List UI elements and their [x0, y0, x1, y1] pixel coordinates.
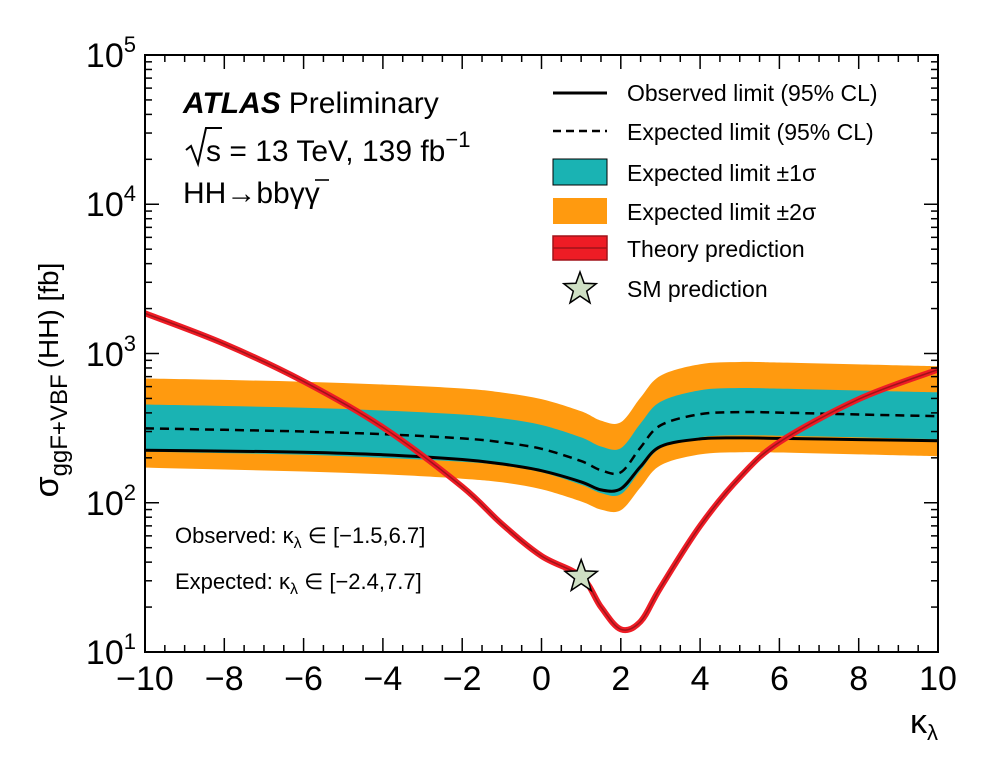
- legend-sm-label: SM prediction: [627, 276, 768, 302]
- observed-range-label: Observed: κλ ∈ [−1.5,6.7]: [175, 523, 425, 552]
- y-tick-label: 102: [86, 480, 136, 523]
- axis-ticks: [144, 54, 939, 653]
- x-tick-label: 2: [611, 660, 630, 698]
- atlas-label: ATLAS Preliminary: [182, 87, 439, 120]
- y-tick-label: 103: [86, 331, 136, 374]
- x-tick-label: 0: [532, 660, 551, 698]
- y-tick-label: 101: [86, 629, 136, 672]
- x-tick-label: −4: [364, 660, 403, 698]
- x-axis-title: κλ: [910, 703, 938, 745]
- expected-limit-line: [145, 410, 938, 476]
- y-tick-label: 105: [86, 32, 136, 75]
- expected-1sigma-band: [145, 387, 938, 497]
- y-axis-title: σggF+VBF(HH) [fb]: [28, 263, 73, 498]
- legend: Observed limit (95% CL) Expected limit (…: [552, 80, 878, 305]
- legend-band1-swatch: [552, 158, 608, 186]
- x-tick-label: 4: [691, 660, 710, 698]
- legend-band2-swatch: [553, 198, 607, 224]
- plot-area: [145, 310, 938, 634]
- legend-expected-label: Expected limit (95% CL): [627, 119, 874, 145]
- legend-band2-label: Expected limit ±2σ: [627, 199, 816, 225]
- theory-prediction-line: [145, 312, 938, 631]
- sqrt-icon: [185, 127, 222, 168]
- x-tick-labels: −10 −8 −6 −4 −2 0 2 4 6 8 10: [116, 660, 957, 698]
- x-tick-label: −10: [116, 660, 174, 698]
- x-tick-label: −2: [443, 660, 482, 698]
- y-tick-label: 104: [86, 181, 136, 224]
- x-tick-label: −8: [205, 660, 244, 698]
- x-tick-label: −6: [284, 660, 323, 698]
- x-tick-label: 8: [849, 660, 868, 698]
- legend-observed-label: Observed limit (95% CL): [627, 80, 878, 106]
- legend-band1-label: Expected limit ±1σ: [627, 160, 816, 186]
- sm-prediction-star: [562, 557, 600, 593]
- observed-limit-line: [145, 436, 938, 493]
- expected-range-label: Expected: κλ ∈ [−2.4,7.7]: [175, 569, 422, 598]
- channel-label: HH→bbγγ: [183, 177, 320, 210]
- legend-theory-label: Theory prediction: [627, 236, 805, 262]
- energy-label: s = 13 TeV, 139 fb−1: [206, 127, 470, 168]
- x-tick-label: 10: [919, 660, 957, 698]
- x-tick-label: 6: [770, 660, 789, 698]
- y-tick-labels: 101 102 103 104 105: [86, 32, 136, 672]
- legend-star-icon: [561, 269, 599, 305]
